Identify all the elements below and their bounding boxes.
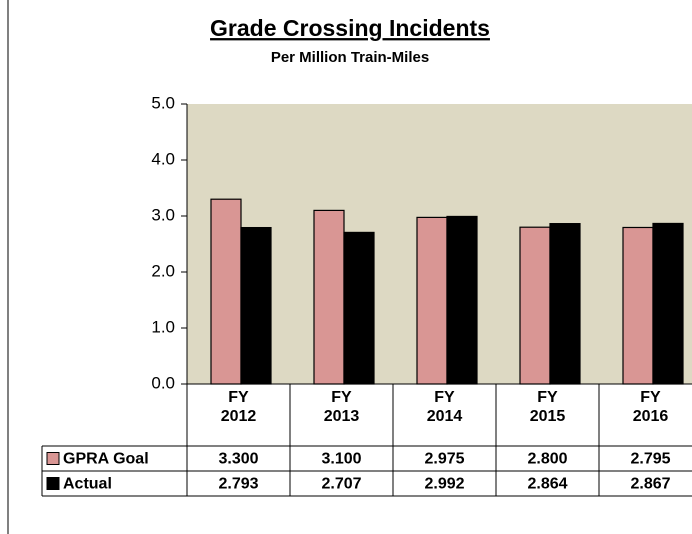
x-tick-label: FY 2015 xyxy=(496,388,599,426)
table-value: 2.992 xyxy=(424,476,464,493)
x-tick-label: FY 2014 xyxy=(393,388,496,426)
bar xyxy=(240,226,272,385)
y-tick-label: 1.0 xyxy=(151,317,175,336)
bar xyxy=(519,226,551,385)
bar xyxy=(652,222,684,385)
legend-label: GPRA Goal xyxy=(63,451,149,468)
bar xyxy=(416,216,448,385)
bar xyxy=(446,215,478,385)
category-text: FY 2016 xyxy=(632,389,669,425)
bar xyxy=(313,209,345,385)
category-text: FY 2015 xyxy=(529,389,566,425)
table-value: 2.864 xyxy=(527,476,567,493)
table-value: 2.795 xyxy=(630,451,670,468)
y-tick-label: 2.0 xyxy=(151,261,175,280)
x-tick-label: FY 2012 xyxy=(187,388,290,426)
bar xyxy=(210,198,242,385)
legend-key xyxy=(46,477,60,490)
table-value: 2.793 xyxy=(218,476,258,493)
y-tick-label: 5.0 xyxy=(151,93,175,112)
bar xyxy=(343,231,375,385)
table-value: 2.800 xyxy=(527,451,567,468)
category-text: FY 2014 xyxy=(426,389,463,425)
chart-subtitle: Per Million Train-Miles xyxy=(271,49,429,66)
legend-label: Actual xyxy=(63,476,112,493)
bar xyxy=(549,223,581,385)
table-value: 2.707 xyxy=(321,476,361,493)
bar xyxy=(622,226,654,385)
table-value: 2.867 xyxy=(630,476,670,493)
chart-title: Grade Crossing Incidents xyxy=(210,15,490,41)
category-text: FY 2012 xyxy=(220,389,257,425)
y-tick-label: 4.0 xyxy=(151,149,175,168)
category-text: FY 2013 xyxy=(323,389,360,425)
table-value: 3.300 xyxy=(218,451,258,468)
y-tick-label: 0.0 xyxy=(151,373,175,392)
table-value: 2.975 xyxy=(424,451,464,468)
x-tick-label: FY 2016 xyxy=(599,388,692,426)
x-tick-label: FY 2013 xyxy=(290,388,393,426)
table-value: 3.100 xyxy=(321,451,361,468)
y-tick-label: 3.0 xyxy=(151,205,175,224)
legend-key xyxy=(46,452,60,465)
